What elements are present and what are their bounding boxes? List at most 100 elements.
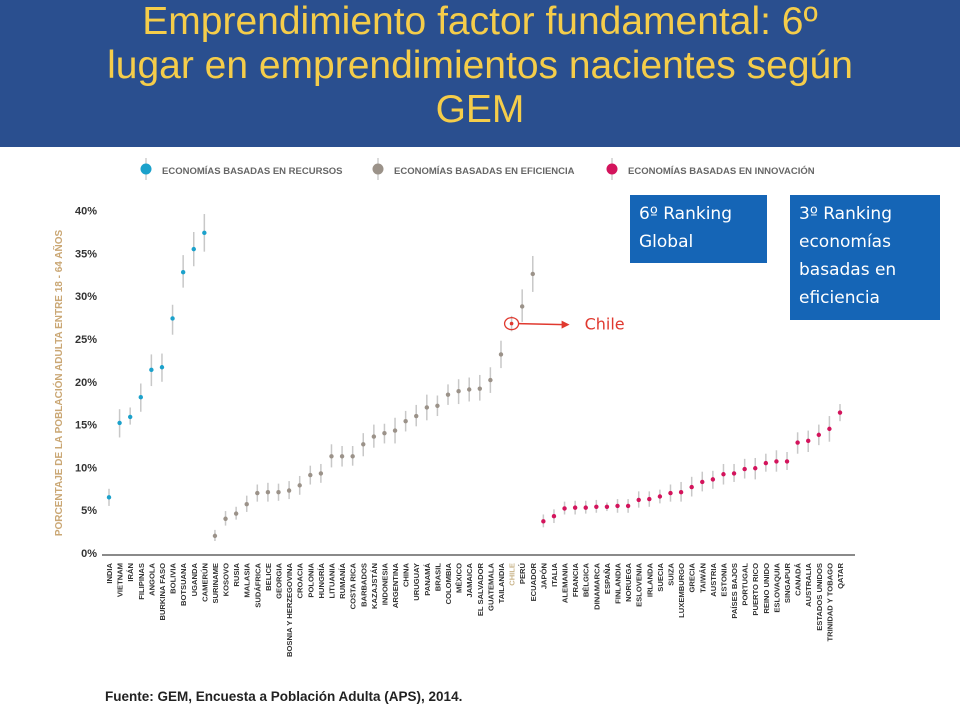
y-tick-label: 40%	[75, 206, 97, 218]
y-tick-label: 25%	[75, 334, 97, 346]
data-point	[424, 405, 430, 410]
x-tick-label: ITALIA	[550, 562, 559, 586]
x-tick-label: GEORGIA	[275, 562, 284, 598]
x-tick-label: MALASIA	[243, 562, 252, 597]
data-point	[233, 511, 239, 516]
data-point	[467, 387, 472, 392]
x-tick-label: AUSTRALIA	[804, 562, 813, 606]
x-tick-label: NORUEGA	[624, 562, 633, 601]
data-point	[159, 365, 165, 370]
x-tick-label: TAILANDIA	[497, 562, 506, 603]
x-tick-label: HUNGRÍA	[317, 562, 326, 598]
y-tick-label: 5%	[81, 505, 97, 517]
legend-label-efficiency: ECONOMÍAS BASADAS EN EFICIENCIA	[394, 166, 575, 177]
data-point	[191, 246, 196, 252]
title-line-2: lugar en emprendimientos nacientes según	[107, 44, 853, 87]
x-tick-label: BOTSUANA	[179, 562, 188, 606]
x-tick-label: RUMANÍA	[338, 562, 347, 598]
x-tick-label: CANADÁ	[794, 562, 803, 595]
x-tick-label: KAZAJSTÁN	[370, 563, 379, 609]
data-point	[625, 503, 631, 509]
data-point	[414, 413, 419, 419]
x-tick-label: PUERTO RICO	[751, 563, 760, 616]
ranking-efficiency-callout: 3º Ranking economías basadas en eficienc…	[790, 195, 940, 320]
data-point	[382, 430, 387, 436]
data-point	[530, 271, 535, 277]
data-point	[106, 495, 112, 500]
x-tick-label: BRASIL	[433, 563, 442, 592]
data-point	[668, 490, 673, 496]
x-tick-label: GUATEMALA	[486, 562, 495, 610]
x-tick-label: PANAMÁ	[423, 562, 432, 595]
x-tick-label: ESTONIA	[719, 562, 728, 596]
x-tick-label: ECUADOR	[529, 562, 538, 601]
data-point	[721, 472, 726, 477]
data-point	[202, 230, 207, 236]
y-tick-label: 15%	[75, 420, 97, 432]
x-tick-label: VIETNAM	[116, 563, 125, 597]
x-axis-country-labels: INDIA VIETNAM IRÁN FILIPINAS ANGOLA BURKINA F…	[105, 562, 845, 656]
slide-title: Emprendimiento factor fundamental: 6º lu…	[0, 0, 960, 132]
data-point	[541, 519, 546, 524]
data-point	[445, 392, 451, 397]
data-point	[774, 459, 779, 464]
legend-label-innovation: ECONOMÍAS BASADAS EN INNOVACIÓN	[628, 166, 815, 177]
x-tick-label: BOSNIA Y HERZEGOVINA	[285, 562, 294, 656]
data-point	[519, 304, 525, 309]
x-tick-label: EL SALVADOR	[476, 562, 485, 616]
data-point	[700, 479, 705, 485]
data-point	[339, 454, 345, 459]
x-tick-label: IRÁN	[126, 563, 135, 582]
data-point	[562, 506, 567, 511]
data-point	[456, 389, 461, 394]
x-tick-label: AUSTRIA	[709, 562, 718, 596]
title-line-3: GEM	[435, 88, 525, 131]
x-tick-label: BELICE	[264, 563, 273, 591]
x-tick-label: KOSOVO	[222, 563, 231, 596]
x-tick-label: PAÍSES BAJOS	[730, 563, 739, 619]
data-point	[329, 454, 334, 459]
x-tick-label: CHILE	[508, 563, 517, 586]
data-point	[308, 472, 313, 478]
x-tick-label: REINO UNIDO	[762, 563, 771, 614]
data-point	[117, 420, 122, 426]
y-tick-label: 35%	[75, 248, 97, 260]
x-tick-label: DINAMARCA	[592, 562, 601, 609]
data-point	[127, 414, 133, 420]
data-point	[551, 513, 557, 519]
data-point	[816, 432, 822, 438]
data-point	[286, 488, 292, 493]
data-point	[647, 496, 652, 502]
data-point	[297, 483, 302, 488]
data-point	[488, 377, 493, 383]
y-tick-label: 0%	[81, 548, 97, 560]
data-point	[180, 270, 186, 275]
x-tick-label: COSTA RICA	[349, 562, 358, 609]
source-note: Fuente: GEM, Encuesta a Población Adulta…	[105, 689, 463, 704]
x-tick-label: ESLOVENIA	[635, 562, 644, 606]
data-point	[244, 502, 249, 507]
x-tick-label: BOLIVIA	[169, 562, 178, 593]
data-point	[170, 316, 175, 321]
title-line-1: Emprendimiento factor fundamental: 6º	[142, 0, 818, 43]
data-point	[615, 503, 620, 509]
x-tick-label: CAMERÚN	[200, 563, 209, 602]
chile-arrow-head	[561, 320, 570, 329]
chile-label: Chile	[585, 315, 625, 334]
y-tick-label: 30%	[75, 291, 97, 303]
x-tick-label: FINLANDIA	[614, 562, 623, 603]
x-tick-label: JAPÓN	[539, 563, 548, 589]
x-tick-label: TAIWÁN	[698, 563, 707, 593]
y-axis-label: PORCENTAJE DE LA POBLACIÓN ADULTA ENTRE …	[52, 230, 65, 537]
chart-legend: ECONOMÍAS BASADAS EN RECURSOS ECONOMÍAS …	[140, 158, 840, 182]
data-point	[827, 426, 832, 432]
x-tick-label: LUXEMBURGO	[677, 563, 686, 618]
x-tick-label: SUDÁFRICA	[253, 562, 262, 607]
x-tick-label: BÉLGICA	[582, 562, 591, 597]
data-point	[498, 352, 504, 357]
data-point	[361, 442, 366, 447]
data-point	[753, 466, 758, 471]
data-point	[837, 410, 843, 415]
data-point	[657, 494, 663, 499]
